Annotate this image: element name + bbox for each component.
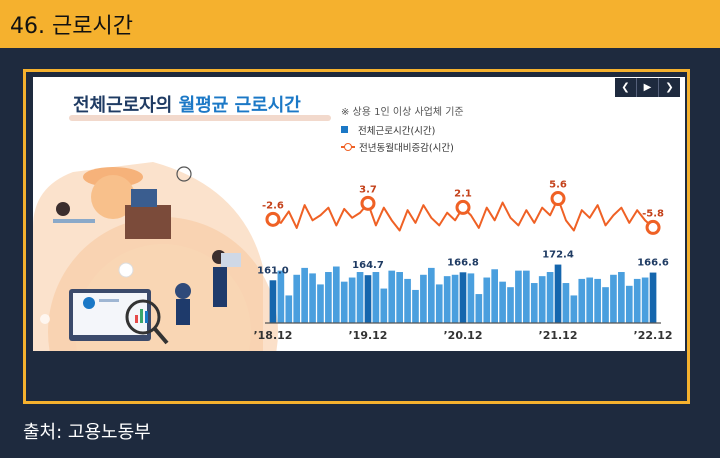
- bar: [332, 266, 340, 323]
- chart-headline: 전체근로자의 월평균 근로시간: [73, 91, 301, 117]
- x-tick-label: ’18.12: [253, 329, 292, 342]
- line-data-label: 2.1: [454, 188, 472, 199]
- x-tick-label: ’19.12: [348, 329, 387, 342]
- bar: [428, 267, 435, 323]
- bar: [459, 272, 467, 323]
- bar: [610, 274, 617, 323]
- bar: [554, 264, 562, 323]
- line-data-label: -5.8: [642, 208, 664, 219]
- line-point: [265, 211, 281, 227]
- bar-data-label: 166.6: [637, 258, 669, 269]
- line-data-label: 3.7: [359, 184, 377, 195]
- bar: [451, 274, 459, 323]
- bar: [269, 280, 277, 323]
- bar: [467, 273, 475, 323]
- bar: [483, 277, 491, 323]
- bar: [562, 283, 570, 323]
- bar: [530, 283, 538, 323]
- headline-highlight: 월평균 근로시간: [178, 95, 301, 116]
- bar-data-label: 172.4: [542, 250, 574, 261]
- bar: [618, 272, 625, 323]
- legend-bar-swatch: [341, 126, 348, 133]
- bar: [546, 272, 554, 323]
- bar-data-label: 164.7: [352, 260, 384, 271]
- bar: [340, 281, 348, 323]
- line-point: [360, 195, 376, 211]
- slide-nav: ❮ ▶ ❯: [615, 78, 680, 97]
- decorative-illustration: [33, 162, 278, 351]
- bar: [499, 281, 506, 323]
- bar: [388, 270, 396, 323]
- bar: [325, 272, 332, 323]
- x-tick-label: ’21.12: [539, 329, 578, 342]
- prev-button[interactable]: ❮: [615, 78, 637, 97]
- line-point: [645, 219, 661, 235]
- bar: [625, 285, 633, 323]
- bar: [507, 287, 514, 323]
- bar: [277, 270, 285, 323]
- bar: [356, 272, 364, 323]
- bar-data-label: 161.0: [257, 265, 289, 276]
- bar: [396, 272, 403, 323]
- bar: [420, 274, 427, 323]
- legend-line-swatch: [341, 142, 355, 152]
- bar: [301, 267, 308, 323]
- infographic-panel: 전체근로자의 월평균 근로시간 ※ 상용 1인 이상 사업체 기준 전체근로시간…: [33, 77, 685, 351]
- play-button[interactable]: ▶: [637, 78, 659, 97]
- bar: [515, 270, 522, 323]
- bar: [412, 289, 419, 323]
- bar: [293, 274, 301, 323]
- legend-bar-label: 전체근로시간(시간): [358, 125, 436, 137]
- line-data-label: 5.6: [549, 180, 567, 191]
- slide-header: 46. 근로시간: [0, 0, 720, 48]
- line-point: [550, 191, 566, 207]
- bar: [491, 269, 498, 323]
- headline-prefix: 전체근로자의: [73, 95, 179, 116]
- bar: [372, 272, 380, 323]
- bar: [578, 278, 586, 323]
- bar: [404, 278, 411, 323]
- bar: [435, 284, 443, 323]
- bar: [285, 295, 293, 323]
- bar: [380, 288, 388, 323]
- bar: [538, 276, 546, 323]
- bar: [633, 278, 641, 323]
- next-button[interactable]: ❯: [659, 78, 680, 97]
- basis-note: ※ 상용 1인 이상 사업체 기준: [341, 107, 464, 118]
- slide-title: 46. 근로시간: [10, 14, 133, 39]
- x-tick-label: ’22.12: [634, 329, 673, 342]
- image-frame: [23, 69, 690, 404]
- bar: [309, 273, 316, 323]
- bar: [523, 270, 530, 323]
- chart-legend: 전체근로시간(시간) 전년동월대비증감(시간): [341, 121, 454, 155]
- bar: [317, 284, 324, 323]
- bar: [641, 277, 649, 323]
- bar: [348, 277, 356, 323]
- source-caption: 출처: 고용노동부: [23, 422, 151, 443]
- line-point: [455, 199, 471, 215]
- legend-line-label: 전년동월대비증감(시간): [359, 142, 454, 154]
- legend-item-bar: 전체근로시간(시간): [341, 121, 454, 138]
- line-data-label: -2.6: [262, 200, 284, 211]
- bar: [364, 275, 372, 323]
- bar: [475, 294, 483, 323]
- bar: [649, 272, 657, 323]
- bar: [586, 277, 594, 323]
- bar: [443, 276, 451, 323]
- x-tick-label: ’20.12: [444, 329, 483, 342]
- bar: [602, 287, 609, 323]
- bar: [570, 295, 578, 323]
- bar: [594, 278, 601, 323]
- legend-item-line: 전년동월대비증감(시간): [341, 138, 454, 155]
- combo-chart: 161.0 164.7 166.8 172.4 166.6 -2.6 3.7 2.1 5.6 -5…: [253, 180, 673, 342]
- headline-underline: [69, 115, 331, 121]
- bar-data-label: 166.8: [447, 257, 479, 268]
